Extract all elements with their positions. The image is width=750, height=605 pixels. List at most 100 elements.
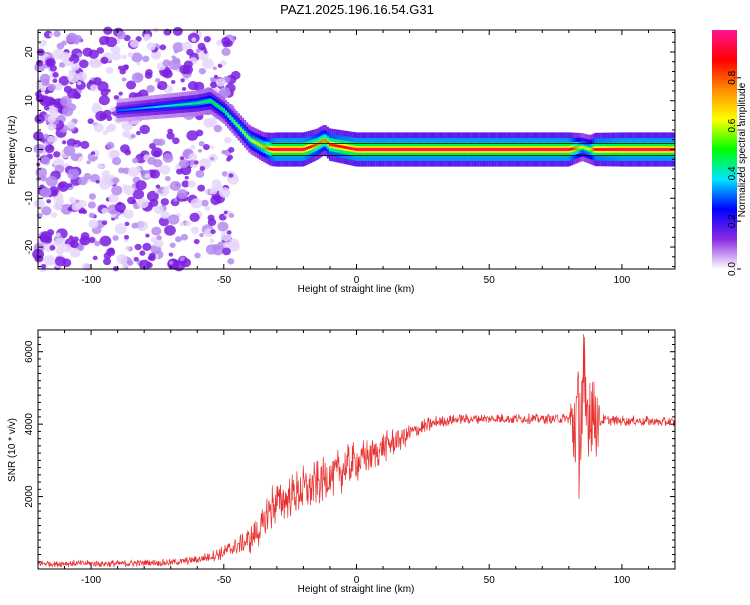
ridge-cell [528,148,531,151]
noise-blob [169,180,182,192]
ridge-cell [443,148,446,151]
noise-blob [88,193,97,200]
noise-blob [121,77,127,82]
noise-blob [195,129,204,137]
ridge-cell [222,109,225,112]
ridge-cell [154,105,158,108]
noise-blob [159,165,171,175]
noise-blob [129,39,139,48]
noise-blob [162,69,173,79]
noise-blob [39,234,50,243]
ridge-cell [263,145,266,149]
ridge-cell [122,108,126,111]
ridge-cell [142,107,145,110]
noise-blob [203,36,211,43]
colorbar-tick-label: 0.2 [727,214,738,228]
ridge-cell [299,148,302,151]
ridge-cell [365,148,368,151]
noise-blob [194,252,201,259]
ridge-cell [235,123,238,126]
noise-blob [149,169,161,179]
noise-blob [123,185,135,196]
ridge-cell [492,148,495,151]
noise-blob [160,198,169,206]
noise-blob [199,232,204,238]
noise-blob [69,247,81,258]
noise-blob [41,206,52,216]
y-tick-label: 20 [24,46,35,58]
ridge-cell [645,148,648,151]
ridge-cell [163,105,166,108]
noise-blob [56,42,65,50]
ridge-cell [598,148,601,151]
ridge-cell [509,148,512,151]
ridge-cell [651,148,654,151]
noise-blob [226,230,232,235]
noise-blob [160,210,170,220]
noise-blob [198,67,206,75]
noise-blob [183,60,193,69]
ridge-cell [428,148,431,151]
ridge-cell [547,148,550,151]
noise-blob [54,237,67,248]
ridge-cell [445,148,448,151]
ridge-cell [658,148,661,151]
x-tick-label: -50 [217,275,232,286]
noise-blob [146,42,156,51]
ridge-cell [481,148,485,151]
y-tick-label: 6000 [24,340,35,363]
noise-blob [90,84,99,92]
x-tick-label: 100 [614,275,631,286]
noise-blob [213,74,218,79]
noise-blob [193,238,200,245]
ridge-cell [339,145,342,148]
noise-blob [164,225,176,236]
noise-blob [114,202,126,213]
noise-blob [147,255,153,261]
noise-blob [145,233,150,238]
snr-y-label: SNR (10 * v/v) [7,418,18,482]
ridge-cell [641,148,644,151]
noise-blob [131,72,144,83]
noise-blob [230,70,241,80]
ridge-cell [324,139,327,143]
ridge-cell [660,148,663,151]
ridge-cell [607,148,610,151]
noise-blob [50,212,58,218]
ridge-cell [621,148,625,151]
noise-blob [168,59,181,71]
noise-blob [188,153,198,162]
y-tick-label: 0 [24,146,35,152]
ridge-cell [343,145,347,149]
ridge-cell [184,103,187,106]
noise-blob [149,143,156,150]
noise-blob [43,255,56,266]
ridge-cell [515,148,519,151]
ridge-cell [258,143,262,147]
noise-blob [49,32,54,38]
noise-blob [142,242,152,251]
ridge-cell [216,104,219,107]
noise-blob [134,166,141,173]
ridge-cell [386,148,389,151]
noise-blob [218,187,231,198]
noise-blob [109,106,116,112]
ridge-cell [178,103,181,106]
ridge-cell [199,101,202,104]
noise-blob [142,55,150,63]
noise-blob [204,205,211,211]
noise-blob [158,216,170,227]
noise-blob [39,187,52,198]
noise-blob [197,148,202,153]
ridge-cell [176,103,179,107]
ridge-cell [636,148,640,151]
noise-blob [186,130,199,141]
noise-blob [93,77,102,85]
ridge-cell [218,106,221,109]
noise-blob [131,52,143,63]
noise-blob [190,144,196,150]
ridge-cell [180,103,183,106]
noise-blob [88,80,93,84]
snr-series-line [37,333,676,568]
ridge-cell [558,148,561,151]
